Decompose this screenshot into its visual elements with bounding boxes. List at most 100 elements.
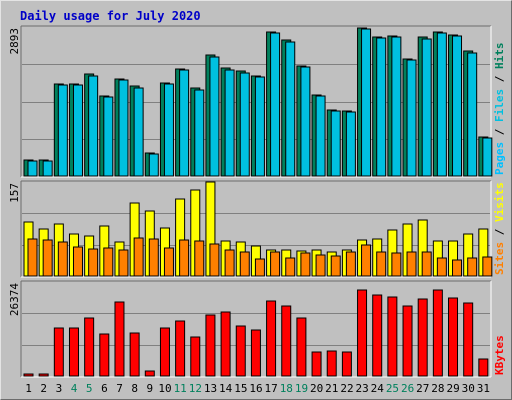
bar-files-day-14 [224,69,235,177]
bar-files-day-5 [88,75,99,177]
x-tick-label-day-6: 6 [101,382,108,395]
bar-sites-day-30 [467,257,478,277]
x-tick-label-day-31: 31 [477,382,490,395]
bar-sites-day-10 [163,247,174,277]
bar-sites-day-28 [436,257,447,277]
bar-kbytes-day-8 [129,332,140,377]
bar-kbytes-day-7 [114,301,125,377]
bar-kbytes-day-31 [478,358,489,377]
bar-sites-day-13 [209,243,220,277]
bar-files-day-13 [209,56,220,177]
x-tick-label-day-4: 4 [71,382,78,395]
x-tick-label-day-27: 27 [416,382,429,395]
bar-kbytes-day-14 [220,311,231,377]
x-tick-label-day-21: 21 [325,382,338,395]
bar-files-day-4 [72,84,83,177]
bar-sites-day-24 [376,251,387,277]
y-max-label: 2893 [8,28,21,55]
bar-kbytes-day-15 [235,325,246,377]
bar-kbytes-day-12 [190,336,201,377]
bar-files-day-29 [452,35,463,177]
bar-kbytes-day-25 [387,296,398,377]
legend-separator: / [493,122,506,142]
bar-sites-day-9 [148,238,159,277]
bar-files-day-18 [285,41,296,177]
bar-sites-day-22 [345,251,356,277]
bar-files-day-10 [163,83,174,177]
bar-kbytes-day-6 [99,333,110,377]
bar-kbytes-day-27 [417,298,428,377]
x-tick-label-day-24: 24 [371,382,385,395]
bar-kbytes-day-10 [159,327,170,377]
chart-title: Daily usage for July 2020 [20,9,201,23]
x-tick-label-day-17: 17 [265,382,278,395]
x-tick-label-day-30: 30 [462,382,475,395]
bar-files-day-30 [467,52,478,177]
bar-kbytes-day-19 [296,317,307,377]
x-tick-label-day-1: 1 [25,382,32,395]
x-tick-label-day-13: 13 [204,382,217,395]
bar-files-day-9 [148,153,159,177]
bar-kbytes-day-26 [402,305,413,377]
legend-item-files: Files [493,89,506,122]
bar-files-day-31 [482,137,493,177]
bar-files-day-23 [361,28,372,177]
bar-kbytes-day-17 [266,300,277,377]
legend-kbytes: KBytes [493,335,506,375]
bar-kbytes-day-3 [53,327,64,377]
bar-sites-day-26 [406,251,417,277]
bar-kbytes-day-23 [357,289,368,377]
bar-files-day-19 [300,66,311,177]
bar-files-day-7 [118,79,129,177]
bar-files-day-27 [421,38,432,177]
bar-kbytes-day-5 [84,317,95,377]
x-tick-label-day-25: 25 [386,382,399,395]
bar-sites-day-1 [27,238,38,277]
x-tick-label-day-29: 29 [446,382,459,395]
bar-sites-day-2 [42,239,53,277]
bar-sites-day-19 [300,252,311,277]
bar-files-day-6 [103,96,114,177]
bar-files-day-26 [406,59,417,177]
bar-kbytes-day-2 [38,373,49,377]
bar-sites-day-15 [239,251,250,277]
bar-files-day-1 [27,160,38,177]
x-tick-label-day-26: 26 [401,382,414,395]
x-tick-label-day-16: 16 [249,382,262,395]
x-tick-label-day-8: 8 [131,382,138,395]
bar-kbytes-day-21 [326,350,337,377]
legend-separator: / [493,222,506,242]
bar-files-day-16 [254,76,265,177]
bar-files-day-20 [315,95,326,177]
bar-kbytes-day-24 [372,294,383,377]
bar-sites-day-27 [421,251,432,277]
bar-kbytes-day-20 [311,351,322,377]
legend-item-visits: Visits [493,182,506,222]
bar-sites-day-14 [224,249,235,277]
bar-sites-day-12 [194,240,205,277]
bar-kbytes-day-28 [432,289,443,377]
bar-kbytes-day-29 [448,297,459,377]
bar-files-day-11 [179,69,190,177]
x-tick-label-day-15: 15 [234,382,247,395]
bar-files-day-28 [436,32,447,177]
x-tick-label-day-5: 5 [86,382,93,395]
bar-kbytes-day-11 [175,320,186,377]
bar-sites-day-31 [482,256,493,277]
x-tick-label-day-22: 22 [340,382,353,395]
bar-files-day-21 [330,110,341,177]
bar-files-day-8 [133,87,144,177]
x-tick-label-day-14: 14 [219,382,233,395]
x-tick-label-day-23: 23 [356,382,369,395]
bar-sites-day-18 [285,257,296,277]
bar-sites-day-3 [57,241,68,277]
bar-sites-day-20 [315,254,326,277]
y-max-label: 26374 [8,283,21,316]
bar-kbytes-day-30 [463,302,474,377]
bar-sites-day-29 [452,259,463,277]
x-tick-label-day-3: 3 [56,382,63,395]
x-tick-label-day-20: 20 [310,382,323,395]
bar-kbytes-day-22 [341,351,352,377]
bar-sites-day-8 [133,237,144,277]
